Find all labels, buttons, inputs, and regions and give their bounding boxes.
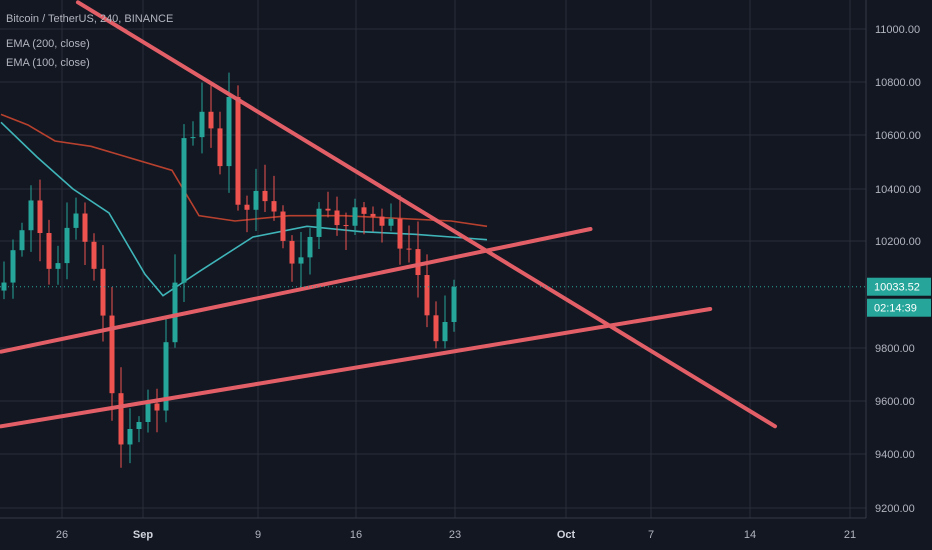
candle-body: [100, 268, 106, 316]
x-tick-label: 16: [350, 529, 362, 541]
y-tick-label: 10400.00: [875, 184, 921, 196]
candle-body: [28, 200, 34, 231]
candle-body: [379, 216, 385, 226]
candle-body: [46, 233, 52, 269]
legend-ema200: EMA (200, close): [6, 38, 90, 50]
x-tick-label: 21: [844, 529, 856, 541]
x-tick-label: 7: [648, 529, 654, 541]
candle-body: [37, 200, 43, 234]
candle-body: [370, 213, 376, 217]
legend-ema100: EMA (100, close): [6, 57, 90, 69]
candle-body: [172, 282, 178, 343]
candle-body: [433, 315, 439, 342]
candle-body: [424, 275, 430, 316]
candle-body: [82, 213, 88, 242]
candle-body: [154, 403, 160, 411]
x-tick-label: 23: [449, 529, 461, 541]
candle-body: [136, 422, 142, 430]
candle-body: [415, 249, 421, 276]
candle-body: [253, 190, 259, 210]
candle-body: [199, 111, 205, 138]
candle-body: [352, 207, 358, 226]
y-tick-label: 9400.00: [875, 449, 915, 461]
candle-body: [226, 97, 232, 167]
candle-body: [343, 225, 349, 227]
x-tick-label: Oct: [557, 529, 576, 541]
candle-body: [19, 230, 25, 251]
candle-body: [55, 263, 61, 269]
candle-body: [316, 208, 322, 237]
candle-body: [181, 138, 187, 283]
candle-body: [208, 111, 214, 129]
y-tick-label: 10600.00: [875, 130, 921, 142]
trendline-descending: [75, 0, 777, 429]
candle-body: [64, 227, 70, 264]
candle-body: [451, 286, 457, 323]
candle-body: [217, 128, 223, 167]
candle-body: [325, 208, 331, 211]
candle-body: [289, 240, 295, 264]
price-badge: [867, 277, 931, 296]
candle-body: [235, 97, 241, 205]
candle-body: [10, 250, 16, 283]
ema200-line: [0, 113, 488, 228]
x-tick-label: 9: [255, 529, 261, 541]
candle-body: [280, 211, 286, 241]
candle-body: [406, 248, 412, 250]
candle-body: [73, 213, 79, 228]
candle-body: [307, 236, 313, 258]
y-tick-label: 10200.00: [875, 236, 921, 248]
candle-body: [127, 429, 133, 445]
trendline-lower-rising: [0, 306, 713, 429]
candle-body: [118, 393, 124, 445]
price-badge-text: 10033.52: [874, 282, 920, 294]
price-badge: [867, 298, 931, 317]
candle-body: [109, 315, 115, 394]
y-tick-label: 10800.00: [875, 77, 921, 89]
candle-body: [190, 137, 196, 139]
candle-body: [244, 204, 250, 210]
candle-body: [271, 201, 277, 212]
y-tick-label: 9200.00: [875, 503, 915, 515]
x-tick-label: 14: [744, 529, 756, 541]
candle-body: [91, 241, 97, 269]
candle-body: [388, 218, 394, 226]
candle-body: [334, 210, 340, 226]
y-tick-label: 11000.00: [875, 24, 920, 36]
x-tick-label: 26: [56, 529, 68, 541]
candle-body: [262, 190, 268, 202]
candle-body: [397, 218, 403, 249]
legend-symbol: Bitcoin / TetherUS, 240, BINANCE: [6, 13, 173, 25]
y-tick-label: 9800.00: [875, 343, 915, 355]
trendline-upper-rising: [0, 226, 593, 354]
candle-body: [298, 257, 304, 264]
y-tick-label: 9600.00: [875, 396, 915, 408]
price-badge-text: 02:14:39: [874, 303, 917, 315]
candle-body: [163, 342, 169, 411]
ema100-line: [0, 121, 488, 297]
candle-body: [361, 207, 367, 214]
x-tick-label: Sep: [133, 529, 153, 541]
candle-body: [442, 322, 448, 342]
candle-body: [145, 403, 151, 423]
